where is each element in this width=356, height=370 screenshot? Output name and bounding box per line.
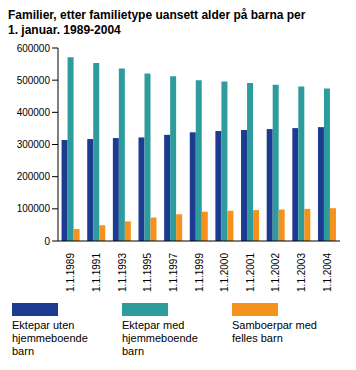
svg-text:300000: 300000 [17,139,51,150]
svg-text:1.1.2003: 1.1.2003 [296,253,307,292]
svg-text:1.1.2001: 1.1.2001 [245,253,256,292]
html-text:Ektepar med hjemmeboende barn: Ektepar med hjemmeboende barn [122,319,198,357]
svg-text:0: 0 [44,236,50,247]
svg-text:1.1.2004: 1.1.2004 [322,253,333,292]
svg-text:100000: 100000 [17,203,51,214]
svg-text:1.1.1993: 1.1.1993 [117,253,128,292]
svg-text:1.1.1999: 1.1.1999 [194,253,205,292]
svg-text:400000: 400000 [17,107,51,118]
svg-text:1.1.2000: 1.1.2000 [219,253,230,292]
svg-text:1.1.1989: 1.1.1989 [65,253,76,292]
html-text:Samboerpar med felles barn: Samboerpar med felles barn [232,319,317,344]
svg-text:500000: 500000 [17,75,51,86]
svg-text:200000: 200000 [17,171,51,182]
svg-text:600000: 600000 [17,43,51,54]
svg-text:1.1.2002: 1.1.2002 [270,253,281,292]
html-text:Familier, etter familietype ua: Familier, etter familietype uansett alde… [8,8,306,37]
html-text:Ektepar uten hjemmeboende barn: Ektepar uten hjemmeboende barn [12,319,88,357]
svg-text:1.1.1991: 1.1.1991 [91,253,102,292]
svg-text:1.1.1997: 1.1.1997 [168,253,179,292]
svg-text:1.1.1995: 1.1.1995 [142,253,153,292]
